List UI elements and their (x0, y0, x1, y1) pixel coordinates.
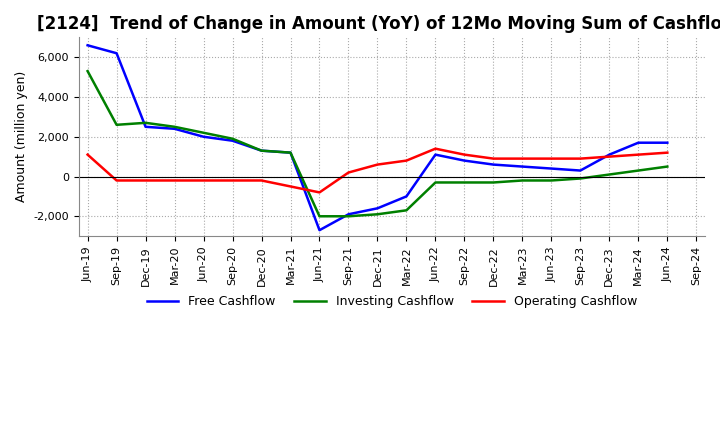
Investing Cashflow (402, 208, 411, 213)
Operating Cashflow (518, 156, 527, 161)
Operating Cashflow (257, 178, 266, 183)
Legend: Free Cashflow, Investing Cashflow, Operating Cashflow: Free Cashflow, Investing Cashflow, Opera… (142, 290, 642, 313)
Operating Cashflow (489, 156, 498, 161)
Operating Cashflow (344, 170, 353, 175)
Operating Cashflow (634, 152, 643, 157)
Free Cashflow (402, 194, 411, 199)
Investing Cashflow (112, 122, 121, 128)
Investing Cashflow (84, 69, 92, 74)
Investing Cashflow (634, 168, 643, 173)
Investing Cashflow (518, 178, 527, 183)
Free Cashflow (84, 43, 92, 48)
Free Cashflow (576, 168, 585, 173)
Investing Cashflow (286, 150, 294, 155)
Operating Cashflow (605, 154, 613, 159)
Investing Cashflow (576, 176, 585, 181)
Investing Cashflow (170, 124, 179, 129)
Operating Cashflow (112, 178, 121, 183)
Investing Cashflow (199, 130, 208, 136)
Free Cashflow (518, 164, 527, 169)
Investing Cashflow (315, 214, 324, 219)
Operating Cashflow (402, 158, 411, 163)
Free Cashflow (112, 51, 121, 56)
Operating Cashflow (576, 156, 585, 161)
Operating Cashflow (547, 156, 556, 161)
Free Cashflow (634, 140, 643, 145)
Free Cashflow (489, 162, 498, 167)
Operating Cashflow (141, 178, 150, 183)
Free Cashflow (228, 138, 237, 143)
Free Cashflow (460, 158, 469, 163)
Free Cashflow (286, 150, 294, 155)
Operating Cashflow (170, 178, 179, 183)
Free Cashflow (547, 166, 556, 171)
Operating Cashflow (460, 152, 469, 157)
Operating Cashflow (84, 152, 92, 157)
Operating Cashflow (199, 178, 208, 183)
Operating Cashflow (663, 150, 672, 155)
Investing Cashflow (663, 164, 672, 169)
Investing Cashflow (257, 148, 266, 153)
Free Cashflow (373, 205, 382, 211)
Free Cashflow (141, 124, 150, 129)
Line: Investing Cashflow: Investing Cashflow (88, 71, 667, 216)
Investing Cashflow (547, 178, 556, 183)
Investing Cashflow (460, 180, 469, 185)
Line: Operating Cashflow: Operating Cashflow (88, 149, 667, 192)
Y-axis label: Amount (million yen): Amount (million yen) (15, 71, 28, 202)
Free Cashflow (199, 134, 208, 139)
Operating Cashflow (373, 162, 382, 167)
Investing Cashflow (489, 180, 498, 185)
Free Cashflow (344, 212, 353, 217)
Operating Cashflow (228, 178, 237, 183)
Investing Cashflow (344, 214, 353, 219)
Investing Cashflow (431, 180, 440, 185)
Free Cashflow (315, 227, 324, 233)
Operating Cashflow (431, 146, 440, 151)
Free Cashflow (605, 152, 613, 157)
Operating Cashflow (315, 190, 324, 195)
Investing Cashflow (605, 172, 613, 177)
Title: [2124]  Trend of Change in Amount (YoY) of 12Mo Moving Sum of Cashflows: [2124] Trend of Change in Amount (YoY) o… (37, 15, 720, 33)
Free Cashflow (431, 152, 440, 157)
Line: Free Cashflow: Free Cashflow (88, 45, 667, 230)
Investing Cashflow (373, 212, 382, 217)
Investing Cashflow (141, 120, 150, 125)
Operating Cashflow (286, 184, 294, 189)
Free Cashflow (663, 140, 672, 145)
Free Cashflow (257, 148, 266, 153)
Investing Cashflow (228, 136, 237, 141)
Free Cashflow (170, 126, 179, 132)
